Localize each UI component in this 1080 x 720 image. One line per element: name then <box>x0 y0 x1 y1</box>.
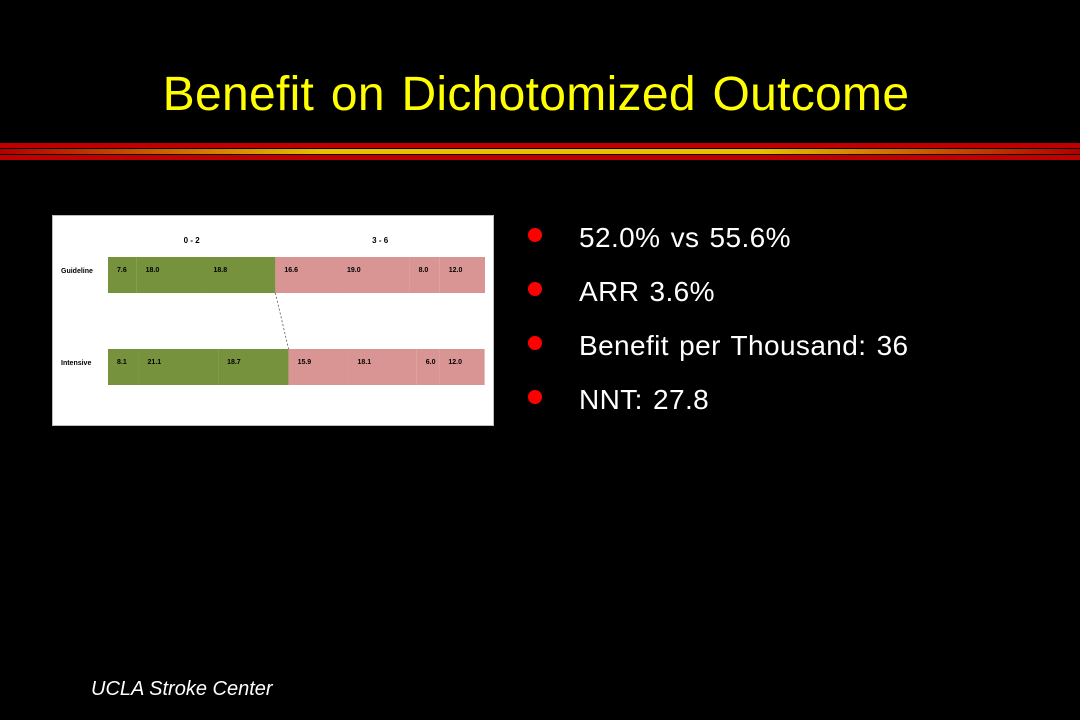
bar-segment <box>337 257 410 293</box>
bullet-text: ARR 3.6% <box>579 276 715 307</box>
bar-value-label: 18.7 <box>227 359 241 366</box>
bar-segment <box>439 257 485 293</box>
group-header-label: 0 - 2 <box>184 236 201 245</box>
bar-value-label: 12.0 <box>448 359 462 366</box>
bullet-text: NNT: 27.8 <box>579 384 710 415</box>
divider-line-bottom <box>0 155 1080 160</box>
bar-segment <box>288 349 349 385</box>
bar-segment <box>136 257 205 293</box>
bullet-dot-icon <box>528 282 542 296</box>
bullet-item: Benefit per Thousand: 36 <box>520 322 909 376</box>
bar-value-label: 7.6 <box>117 267 127 274</box>
title-divider <box>0 143 1080 160</box>
bullet-item: NNT: 27.8 <box>520 376 909 430</box>
bar-segment <box>348 349 417 385</box>
bar-segment <box>416 349 440 385</box>
bullet-dot-icon <box>528 336 542 350</box>
bar-value-label: 18.8 <box>214 267 228 274</box>
bar-value-label: 8.1 <box>117 359 127 366</box>
bar-value-label: 8.0 <box>419 267 429 274</box>
bar-value-label: 18.1 <box>358 359 372 366</box>
bar-value-label: 15.9 <box>298 359 312 366</box>
slide-title: Benefit on Dichotomized Outcome <box>162 68 910 121</box>
bar-value-label: 19.0 <box>347 267 361 274</box>
divider-line-top <box>0 143 1080 148</box>
outcome-chart: Guideline Intensive 7.6 18.0 18.8 16.6 19.0 8.0… <box>52 215 494 426</box>
outcome-chart-svg: Guideline Intensive 7.6 18.0 18.8 16.6 19.0 8.0… <box>61 236 485 385</box>
boundary-connector-line <box>274 292 289 350</box>
category-label: Intensive <box>61 360 91 367</box>
bar-segment <box>108 349 139 385</box>
group-header-label: 3 - 6 <box>372 236 389 245</box>
bar-value-label: 16.6 <box>284 267 298 274</box>
bullet-item: 52.0% vs 55.6% <box>520 214 909 268</box>
bar-segment <box>204 257 276 293</box>
bullet-list: 52.0% vs 55.6% ARR 3.6% Benefit per Thou… <box>520 214 909 430</box>
bar-segment <box>409 257 440 293</box>
divider-line-middle <box>0 149 1080 154</box>
bar-value-label: 18.0 <box>146 267 160 274</box>
bar-segment <box>138 349 219 385</box>
bullet-text: Benefit per Thousand: 36 <box>579 330 909 361</box>
bar-value-label: 12.0 <box>449 267 463 274</box>
category-label: Guideline <box>61 268 93 275</box>
bar-segment <box>218 349 289 385</box>
footer-credit: UCLA Stroke Center <box>91 678 273 700</box>
bullet-text: 52.0% vs 55.6% <box>579 222 791 253</box>
bar-value-label: 6.0 <box>426 359 436 366</box>
bullet-dot-icon <box>528 390 542 404</box>
bar-segment <box>108 257 137 293</box>
bullet-item: ARR 3.6% <box>520 268 909 322</box>
bar-value-label: 21.1 <box>148 359 162 366</box>
bullet-dot-icon <box>528 228 542 242</box>
bar-segment <box>439 349 485 385</box>
bar-segment <box>275 257 338 293</box>
